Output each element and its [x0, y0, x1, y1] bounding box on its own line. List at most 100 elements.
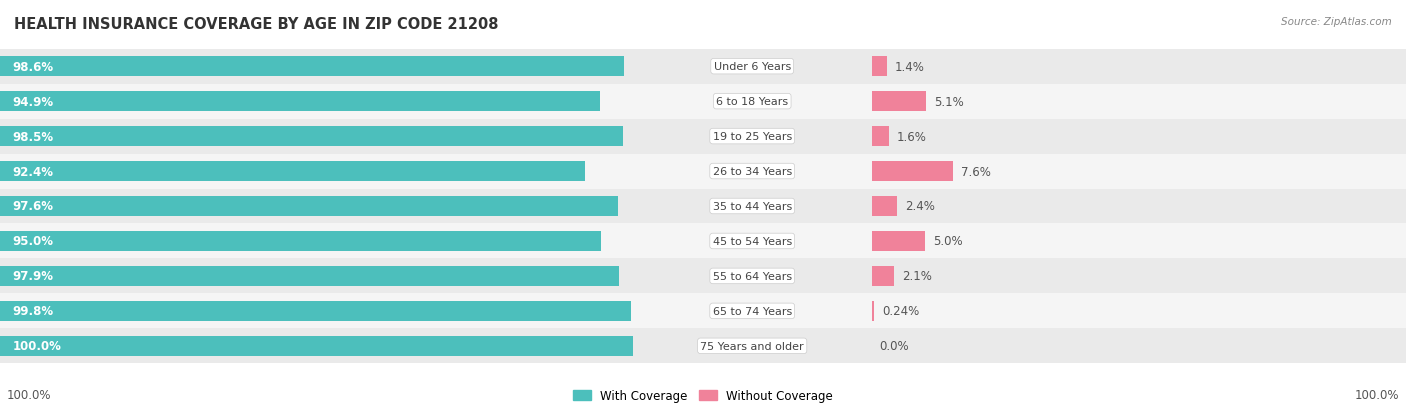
Text: 100.0%: 100.0% [13, 339, 62, 352]
Bar [0, 301, 631, 321]
Text: 1.6%: 1.6% [897, 130, 927, 143]
Text: 2.1%: 2.1% [903, 270, 932, 283]
Text: 92.4%: 92.4% [13, 165, 53, 178]
Bar [633, 119, 872, 154]
Bar [872, 50, 1406, 84]
Bar [0, 50, 633, 84]
Text: 65 to 74 Years: 65 to 74 Years [713, 306, 792, 316]
Bar [633, 119, 872, 154]
Text: 19 to 25 Years: 19 to 25 Years [713, 132, 792, 142]
Bar [0, 197, 617, 216]
Bar [0, 84, 633, 119]
Bar [633, 224, 872, 259]
Bar [872, 119, 1406, 154]
Text: 7.6%: 7.6% [960, 165, 991, 178]
Bar [633, 294, 872, 329]
Bar [0, 57, 624, 77]
Bar [633, 50, 872, 84]
Bar [872, 224, 1406, 259]
Bar [0, 119, 633, 154]
Text: Source: ZipAtlas.com: Source: ZipAtlas.com [1281, 17, 1392, 26]
Bar [872, 154, 1406, 189]
Bar [633, 329, 872, 363]
Text: 94.9%: 94.9% [13, 95, 53, 108]
Bar [0, 154, 633, 189]
Bar [872, 50, 1406, 84]
Bar [0, 127, 623, 147]
Text: 5.0%: 5.0% [934, 235, 963, 248]
Bar [872, 161, 953, 182]
Bar [633, 224, 872, 259]
Bar [0, 92, 600, 112]
Bar [0, 259, 633, 294]
Text: 55 to 64 Years: 55 to 64 Years [713, 271, 792, 281]
Bar [0, 84, 633, 119]
Bar [872, 92, 927, 112]
Bar [0, 329, 633, 363]
Bar [0, 294, 633, 329]
Bar [872, 119, 1406, 154]
Bar [872, 84, 1406, 119]
Bar [872, 231, 925, 252]
Text: HEALTH INSURANCE COVERAGE BY AGE IN ZIP CODE 21208: HEALTH INSURANCE COVERAGE BY AGE IN ZIP … [14, 17, 499, 31]
Text: 98.6%: 98.6% [13, 61, 53, 74]
Bar [633, 154, 872, 189]
Bar [633, 84, 872, 119]
Text: 0.0%: 0.0% [880, 339, 910, 352]
Text: 35 to 44 Years: 35 to 44 Years [713, 202, 792, 211]
Bar [872, 224, 1406, 259]
Text: 1.4%: 1.4% [894, 61, 925, 74]
Bar [872, 189, 1406, 224]
Bar [0, 161, 585, 182]
Bar [872, 259, 1406, 294]
Legend: With Coverage, Without Coverage: With Coverage, Without Coverage [568, 385, 838, 407]
Bar [872, 189, 1406, 224]
Bar [633, 259, 872, 294]
Bar [872, 197, 897, 216]
Bar [0, 189, 633, 224]
Text: 100.0%: 100.0% [1354, 388, 1399, 401]
Bar [0, 294, 633, 329]
Bar [633, 259, 872, 294]
Bar [872, 154, 1406, 189]
Text: 0.24%: 0.24% [883, 305, 920, 318]
Bar [872, 294, 1406, 329]
Bar [633, 329, 872, 363]
Bar [872, 329, 1406, 363]
Text: 97.9%: 97.9% [13, 270, 53, 283]
Bar [0, 154, 633, 189]
Bar [0, 336, 633, 356]
Bar [872, 259, 1406, 294]
Bar [633, 50, 872, 84]
Bar [0, 50, 633, 84]
Bar [0, 189, 633, 224]
Bar [872, 329, 1406, 363]
Text: 100.0%: 100.0% [7, 388, 52, 401]
Bar [0, 259, 633, 294]
Bar [633, 189, 872, 224]
Bar [872, 301, 875, 321]
Text: 97.6%: 97.6% [13, 200, 53, 213]
Bar [0, 224, 633, 259]
Text: 45 to 54 Years: 45 to 54 Years [713, 236, 792, 247]
Bar [0, 266, 620, 286]
Text: 99.8%: 99.8% [13, 305, 53, 318]
Bar [872, 57, 887, 77]
Bar [872, 127, 889, 147]
Text: Under 6 Years: Under 6 Years [714, 62, 790, 72]
Text: 2.4%: 2.4% [905, 200, 935, 213]
Bar [0, 224, 633, 259]
Bar [0, 119, 633, 154]
Text: 5.1%: 5.1% [934, 95, 965, 108]
Bar [872, 84, 1406, 119]
Bar [0, 231, 602, 252]
Bar [633, 84, 872, 119]
Bar [633, 189, 872, 224]
Text: 98.5%: 98.5% [13, 130, 53, 143]
Text: 95.0%: 95.0% [13, 235, 53, 248]
Text: 26 to 34 Years: 26 to 34 Years [713, 166, 792, 177]
Bar [0, 329, 633, 363]
Bar [633, 294, 872, 329]
Bar [872, 266, 894, 286]
Text: 6 to 18 Years: 6 to 18 Years [716, 97, 789, 107]
